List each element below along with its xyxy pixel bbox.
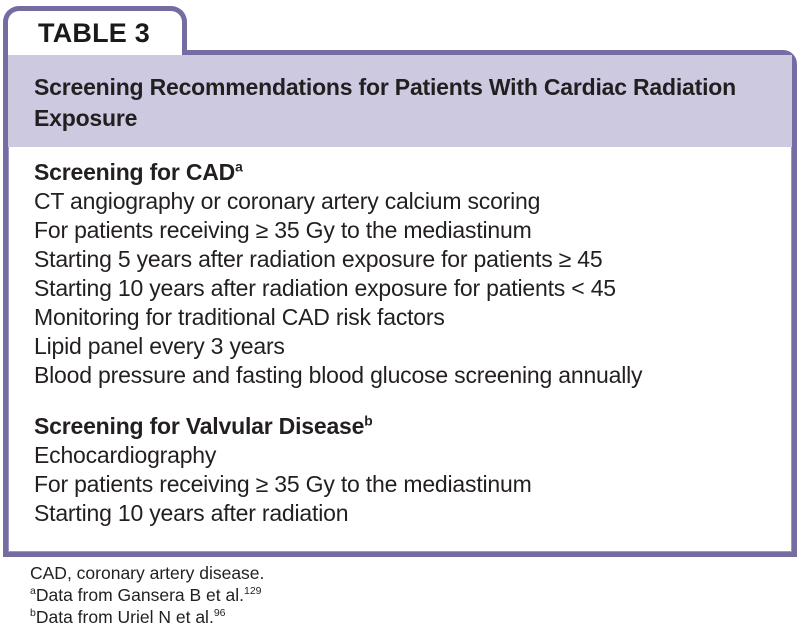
section-heading-text: Screening for CAD	[34, 159, 236, 185]
section-heading-text: Screening for Valvular Disease	[34, 413, 365, 439]
table-row: For patients receiving ≥ 35 Gy to the me…	[34, 217, 532, 243]
footnote-b-reference: 96	[213, 607, 226, 620]
footnote-a-reference: 129	[244, 585, 262, 598]
abbreviation-note: CAD, coronary artery disease.	[30, 563, 265, 583]
section-screening-valvular: Screening for Valvular Diseaseb Echocard…	[34, 411, 772, 528]
table-row: Lipid panel every 3 years	[34, 333, 285, 359]
table-number-label: TABLE 3	[38, 17, 150, 48]
section-screening-cad: Screening for CADa CT angiography or cor…	[34, 157, 772, 390]
table-row: Monitoring for traditional CAD risk fact…	[34, 304, 445, 330]
footnote-b-marker: b	[30, 607, 36, 620]
footnote-a-marker: a	[30, 585, 36, 598]
section-heading: Screening for CADa	[34, 157, 772, 187]
table-box: Screening Recommendations for Patients W…	[3, 50, 797, 557]
table-row: CT angiography or coronary artery calciu…	[34, 188, 541, 214]
table-title-line-2: Exposure	[34, 105, 138, 131]
table-row: For patients receiving ≥ 35 Gy to the me…	[34, 471, 532, 497]
table-body: Screening for CADa CT angiography or cor…	[8, 147, 792, 528]
table-footnotes: CAD, coronary artery disease. aData from…	[30, 562, 264, 624]
footnote-b-text: Data from Uriel N et al.	[35, 607, 214, 624]
footnote-b: bData from Uriel N et al.96	[30, 606, 264, 624]
table-title-line-1: Screening Recommendations for Patients W…	[34, 74, 737, 100]
section-heading-footnote-marker: a	[235, 159, 243, 175]
footnote-a-text: Data from Gansera B et al.	[35, 585, 244, 605]
table-row: Starting 10 years after radiation exposu…	[34, 275, 616, 301]
table-row: Starting 10 years after radiation	[34, 500, 349, 526]
section-heading-footnote-marker: b	[364, 413, 373, 429]
table-row: Starting 5 years after radiation exposur…	[34, 246, 603, 272]
section-heading: Screening for Valvular Diseaseb	[34, 411, 772, 441]
table-row: Blood pressure and fasting blood glucose…	[34, 362, 643, 388]
table-number-tab: TABLE 3	[3, 6, 187, 55]
table-row: Echocardiography	[34, 442, 217, 468]
footnote-a: aData from Gansera B et al.129	[30, 584, 264, 606]
table-title-header: Screening Recommendations for Patients W…	[8, 55, 792, 147]
